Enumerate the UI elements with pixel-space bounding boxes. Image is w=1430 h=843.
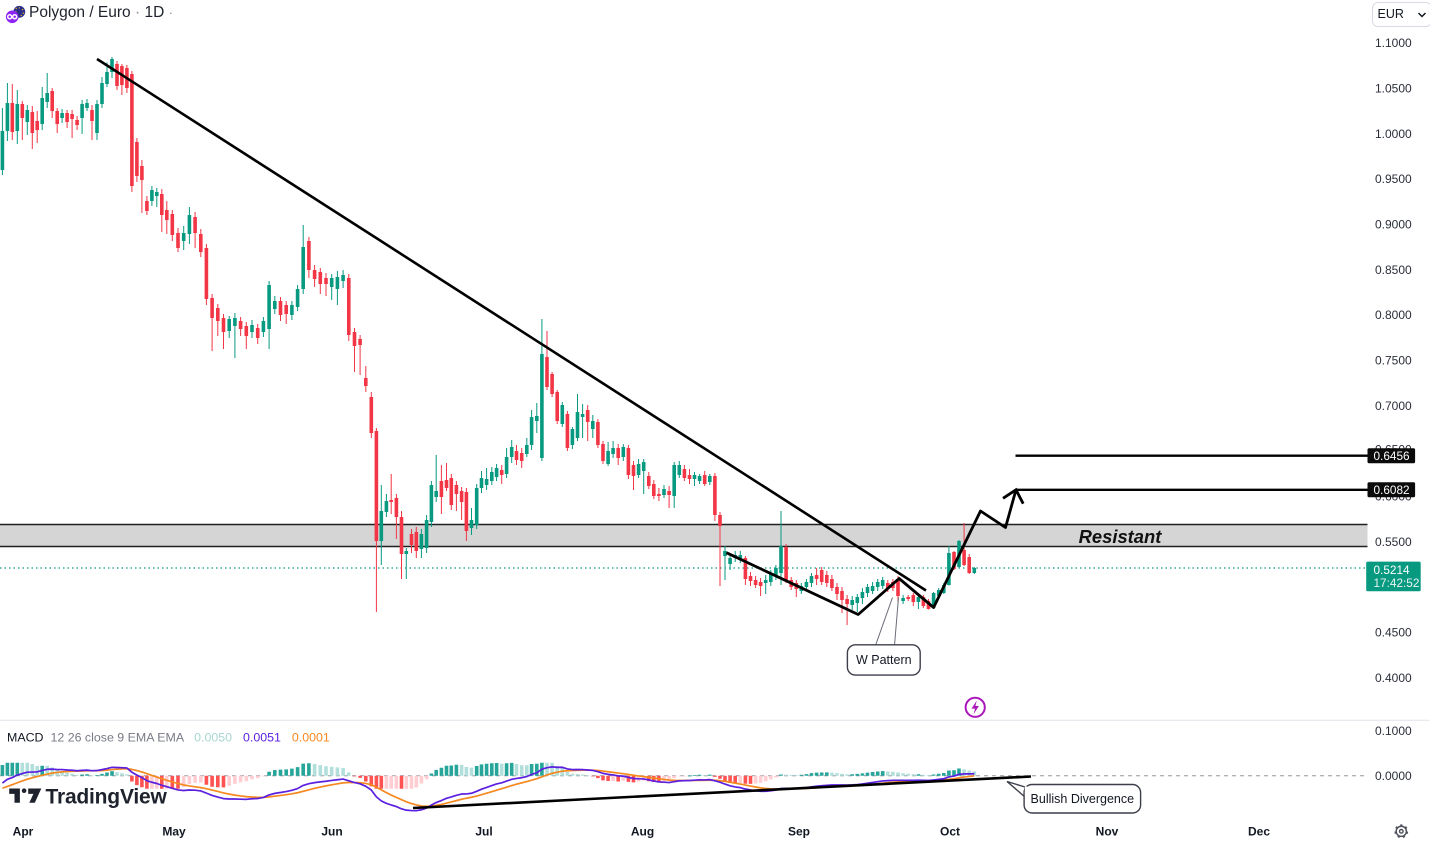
svg-text:0.8500: 0.8500 — [1375, 263, 1412, 277]
svg-text:0.6456: 0.6456 — [1374, 449, 1411, 463]
svg-text:Jul: Jul — [475, 825, 492, 839]
svg-text:0.5500: 0.5500 — [1375, 535, 1412, 549]
svg-text:1.0500: 1.0500 — [1375, 82, 1412, 96]
svg-text:Jun: Jun — [321, 825, 342, 839]
svg-text:0.9500: 0.9500 — [1375, 172, 1412, 186]
svg-text:Sep: Sep — [788, 825, 810, 839]
svg-text:1.1000: 1.1000 — [1375, 36, 1412, 50]
svg-text:0.9000: 0.9000 — [1375, 218, 1412, 232]
svg-text:May: May — [162, 825, 186, 839]
svg-text:W Pattern: W Pattern — [856, 653, 912, 667]
svg-text:Oct: Oct — [940, 825, 960, 839]
svg-text:Resistant: Resistant — [1079, 526, 1163, 547]
svg-text:0.5214: 0.5214 — [1374, 563, 1411, 577]
svg-text:0.7000: 0.7000 — [1375, 399, 1412, 413]
svg-text:Aug: Aug — [631, 825, 654, 839]
svg-text:Dec: Dec — [1248, 825, 1270, 839]
svg-text:0.8000: 0.8000 — [1375, 308, 1412, 322]
svg-text:Apr: Apr — [13, 825, 34, 839]
svg-text:TradingView: TradingView — [46, 786, 168, 809]
svg-text:17:42:52: 17:42:52 — [1374, 576, 1420, 590]
svg-text:0.4500: 0.4500 — [1375, 626, 1412, 640]
svg-text:0.7500: 0.7500 — [1375, 354, 1412, 368]
svg-text:Nov: Nov — [1096, 825, 1119, 839]
svg-text:Bullish Divergence: Bullish Divergence — [1031, 792, 1135, 806]
svg-text:0.1000: 0.1000 — [1375, 724, 1412, 738]
svg-text:0.4000: 0.4000 — [1375, 671, 1412, 685]
svg-text:1.0000: 1.0000 — [1375, 127, 1412, 141]
svg-text:0.6082: 0.6082 — [1374, 483, 1410, 497]
svg-text:0.0000: 0.0000 — [1375, 769, 1412, 783]
